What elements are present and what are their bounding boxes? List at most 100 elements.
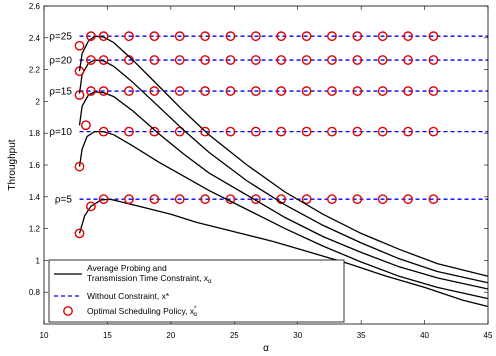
x-tick-label: 30 xyxy=(293,331,302,340)
constraint-curve xyxy=(78,198,489,308)
legend-optimal-text: Optimal Scheduling Policy, x xyxy=(87,306,195,316)
optimal-policy-marker xyxy=(276,55,287,65)
legend-optimal-label: Optimal Scheduling Policy, x* α xyxy=(87,306,197,318)
optimal-policy-marker xyxy=(327,31,337,42)
optimal-policy-marker xyxy=(250,126,261,137)
optimal-policy-marker xyxy=(301,31,312,42)
legend-box xyxy=(48,259,345,323)
optimal-policy-marker xyxy=(428,55,439,65)
y-tick-label: 1.2 xyxy=(29,225,41,234)
plot-area xyxy=(74,31,489,308)
optimal-policy-marker xyxy=(352,31,363,42)
y-axis-label: Throughput xyxy=(7,139,18,190)
axis-ticks: 10 15 20 25 30 35 40 45 0.8 1 1.2 1.4 1.6 1.8 2 2.2 2.4 2… xyxy=(29,2,493,340)
optimal-policy-marker xyxy=(428,86,439,96)
optimal-policy-marker xyxy=(86,31,96,42)
y-tick-label: 2 xyxy=(36,97,41,106)
optimal-policy-marker xyxy=(200,194,211,205)
optimal-policy-marker xyxy=(327,86,337,96)
x-tick-label: 45 xyxy=(484,331,493,340)
optimal-policy-marker xyxy=(86,55,96,65)
optimal-policy-marker xyxy=(352,194,363,205)
optimal-policy-marker xyxy=(428,194,439,205)
rho-label: ρ=15 xyxy=(49,87,72,98)
optimal-policy-marker xyxy=(276,31,287,42)
optimal-policy-marker xyxy=(200,86,211,96)
x-axis-label: α xyxy=(263,343,269,354)
optimal-policy-marker xyxy=(428,31,439,42)
optimal-policy-marker xyxy=(98,126,109,137)
legend-constraint-text: Transmission Time Constraint, x xyxy=(87,273,209,283)
legend-constraint-line2: Transmission Time Constraint, xα xyxy=(87,273,212,285)
optimal-policy-marker xyxy=(98,31,109,42)
y-tick-label: 2.6 xyxy=(29,2,41,11)
legend-optimal-swatch xyxy=(63,306,73,316)
constraint-curve xyxy=(78,59,489,284)
optimal-policy-marker xyxy=(124,31,134,42)
optimal-policy-marker xyxy=(225,55,236,65)
optimal-policy-marker xyxy=(428,126,439,137)
optimal-policy-marker xyxy=(98,55,109,65)
y-tick-label: 1.6 xyxy=(29,161,41,170)
optimal-policy-marker xyxy=(352,126,363,137)
optimal-policy-marker xyxy=(403,55,413,65)
optimal-policy-marker xyxy=(403,126,413,137)
optimal-policy-marker xyxy=(301,126,312,137)
optimal-policy-marker xyxy=(377,55,388,65)
y-tick-label: 2.2 xyxy=(29,66,41,75)
legend-optimal-superscript: * xyxy=(194,306,197,312)
rho-labels: ρ=5 ρ=10 ρ=15 ρ=20 ρ=25 xyxy=(49,32,72,206)
y-tick-label: 1.4 xyxy=(29,193,41,202)
optimal-policy-marker xyxy=(352,55,363,65)
x-tick-label: 25 xyxy=(230,331,239,340)
optimal-policy-marker xyxy=(200,55,211,65)
optimal-policy-marker xyxy=(174,31,185,42)
y-tick-label: 1.8 xyxy=(29,129,41,138)
x-tick-label: 40 xyxy=(420,331,429,340)
optimal-policy-marker xyxy=(149,126,160,137)
optimal-policy-marker xyxy=(149,31,160,42)
rho-label: ρ=25 xyxy=(49,32,72,43)
optimal-policy-marker xyxy=(403,86,413,96)
optimal-policy-marker xyxy=(149,86,160,96)
optimal-policy-marker xyxy=(98,194,109,205)
optimal-policy-marker xyxy=(124,126,134,137)
optimal-policy-marker xyxy=(301,86,312,96)
optimal-policy-marker xyxy=(352,86,363,96)
optimal-policy-marker xyxy=(74,228,85,239)
optimal-policy-marker xyxy=(74,40,85,51)
legend-optimal-subscript: α xyxy=(193,312,197,318)
optimal-policy-marker xyxy=(377,126,388,137)
optimal-policy-marker xyxy=(124,194,134,205)
optimal-policy-marker xyxy=(301,55,312,65)
y-tick-label: 2.4 xyxy=(29,34,41,43)
optimal-policy-marker xyxy=(250,55,261,65)
optimal-policy-marker xyxy=(149,194,160,205)
y-tick-label: 0.8 xyxy=(29,288,41,297)
optimal-policy-marker xyxy=(276,86,287,96)
optimal-policy-marker xyxy=(403,194,413,205)
optimal-policy-marker xyxy=(174,55,185,65)
optimal-policy-marker xyxy=(174,86,185,96)
rho-label: ρ=10 xyxy=(49,127,72,138)
optimal-policy-marker xyxy=(403,31,413,42)
rho-label: ρ=20 xyxy=(49,56,72,67)
optimal-policy-marker xyxy=(149,55,160,65)
x-tick-label: 15 xyxy=(103,331,112,340)
constraint-curve xyxy=(78,130,489,300)
x-tick-label: 35 xyxy=(357,331,366,340)
optimal-policy-marker xyxy=(86,86,96,96)
optimal-policy-marker xyxy=(200,31,211,42)
y-tick-label: 1 xyxy=(36,256,41,265)
optimal-policy-marker xyxy=(80,120,91,131)
optimal-policy-marker xyxy=(174,126,185,137)
optimal-policy-marker xyxy=(250,194,261,205)
constraint-curve xyxy=(78,35,489,277)
legend-without-constraint-label: Without Constraint, x* xyxy=(87,291,170,301)
optimal-policy-marker xyxy=(276,126,287,137)
x-tick-label: 20 xyxy=(166,331,175,340)
optimal-policy-marker xyxy=(327,126,337,137)
optimal-policy-marker xyxy=(174,194,185,205)
